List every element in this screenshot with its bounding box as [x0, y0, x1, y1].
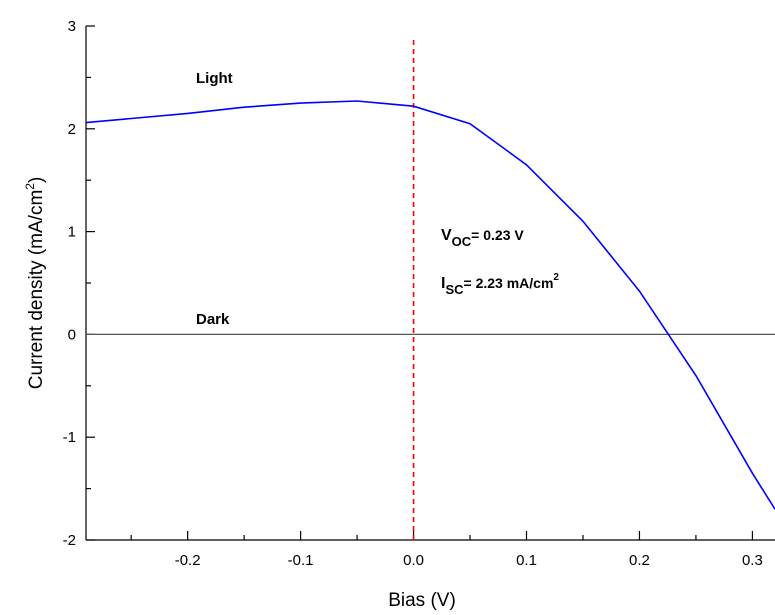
- isc-symbol: I: [441, 275, 445, 292]
- y-tick-label: -1: [63, 429, 76, 446]
- voc-symbol: V: [441, 227, 452, 244]
- isc-superscript: 2: [553, 272, 559, 283]
- y-tick-label: 0: [68, 326, 76, 343]
- x-tick-label: 0.2: [629, 552, 650, 569]
- dark-label: Dark: [196, 311, 230, 328]
- x-tick-label: 0.0: [403, 552, 424, 569]
- axes: [85, 26, 775, 541]
- isc-annotation: ISC= 2.23 mA/cm2: [441, 272, 559, 297]
- y-tick-label: 3: [68, 18, 76, 35]
- voc-annotation: VOC= 0.23 V: [441, 227, 524, 249]
- y-tick-label: 1: [68, 224, 76, 241]
- voc-value: = 0.23 V: [471, 227, 524, 243]
- isc-value: = 2.23 mA/cm: [464, 275, 554, 291]
- light-series-line: [85, 100, 775, 510]
- y-tick-label: -2: [63, 532, 76, 549]
- x-tick-label: 0.3: [742, 552, 763, 569]
- light-label: Light: [196, 70, 233, 87]
- x-tick-label: 0.1: [516, 552, 537, 569]
- y-axis-title: Current density (mA/cm2): [23, 177, 47, 390]
- isc-subscript: SC: [445, 282, 464, 297]
- y-axis-title-close: ): [26, 177, 47, 183]
- y-tick-label: 2: [68, 121, 76, 138]
- y-axis-title-sup: 2: [23, 183, 37, 190]
- y-axis-title-main: Current density (mA/cm: [26, 190, 47, 390]
- x-tick-label: -0.1: [288, 552, 314, 569]
- voc-subscript: OC: [452, 234, 472, 249]
- x-tick-label: -0.2: [175, 552, 201, 569]
- ticks: [86, 25, 754, 541]
- tick-labels: -0.2 -0.1 0.0 0.1 0.2 0.3 -2 -1 0 1 2 3: [63, 18, 763, 569]
- x-axis-title: Bias (V): [388, 590, 456, 611]
